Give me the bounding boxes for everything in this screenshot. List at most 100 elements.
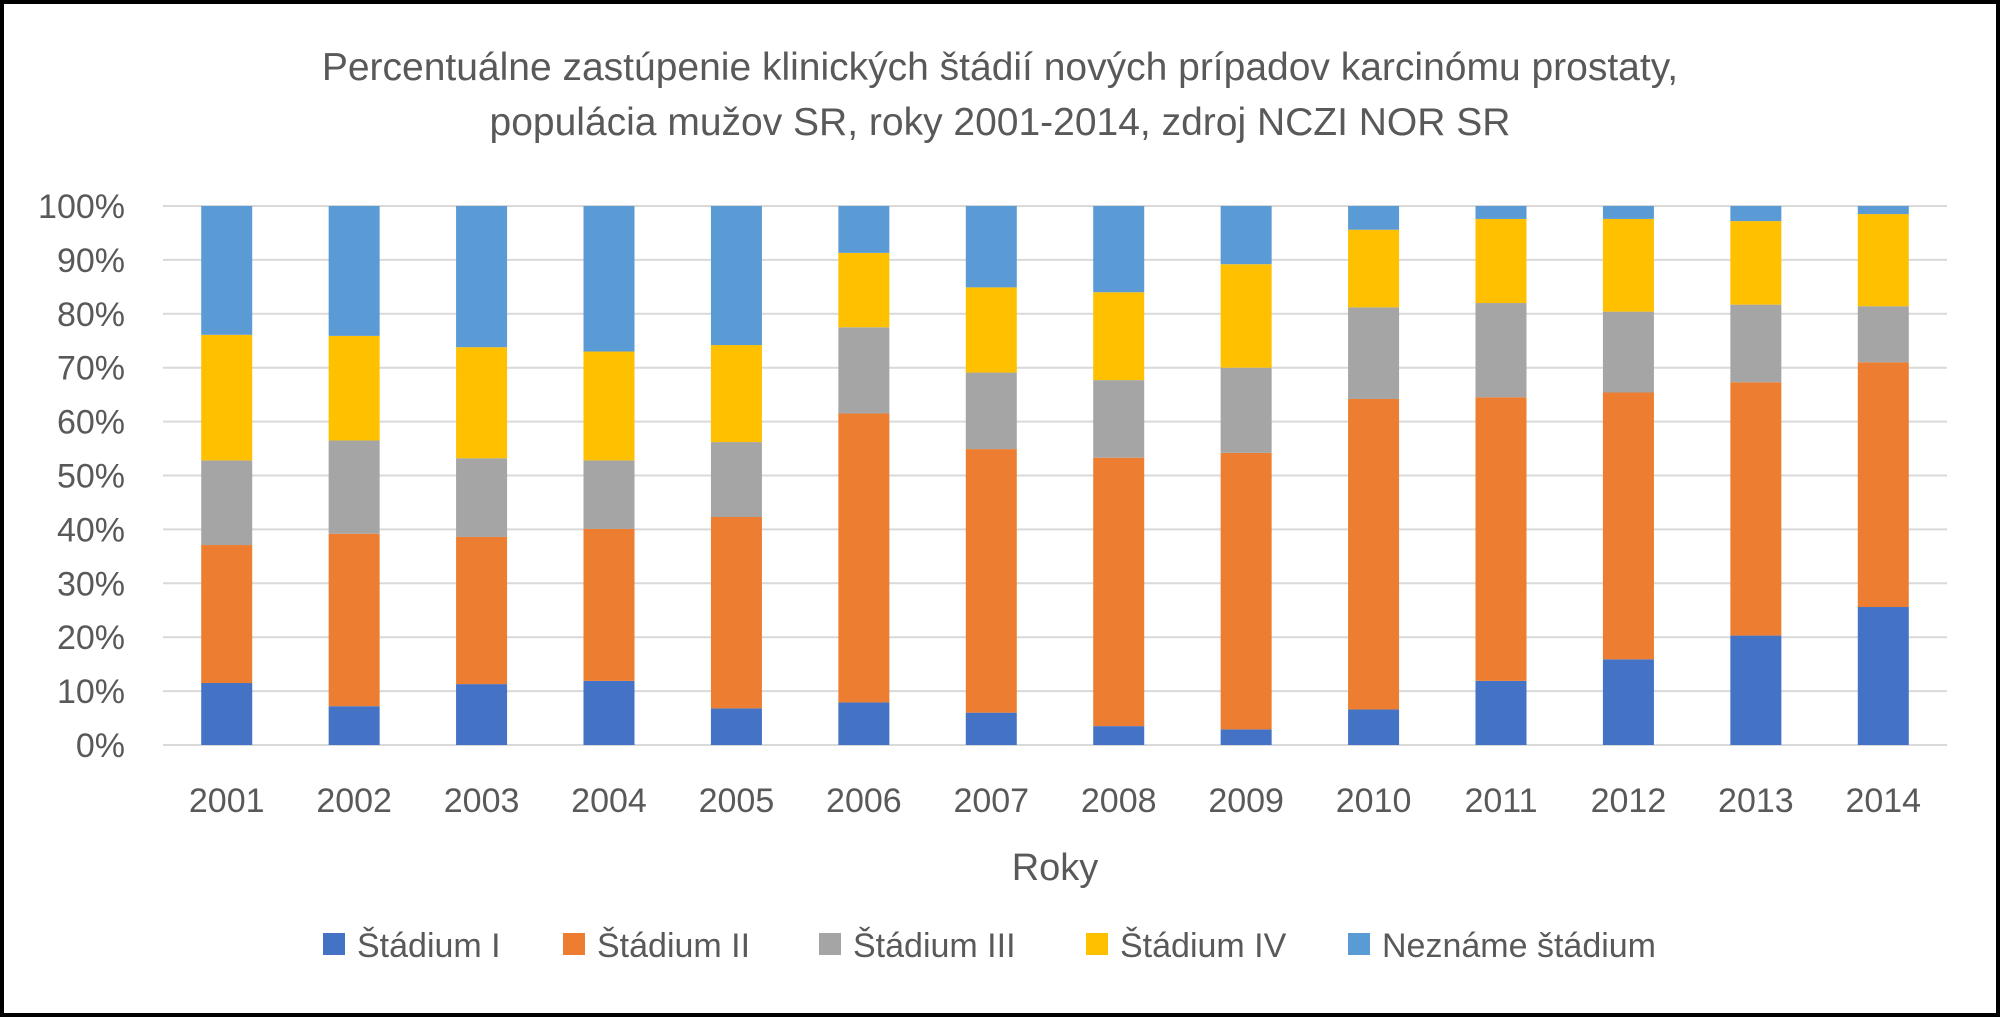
x-tick-label: 2006 bbox=[826, 782, 902, 820]
bar-segment-2005-series-2 bbox=[710, 517, 762, 709]
bar-segment-2006-series-4 bbox=[838, 252, 890, 328]
legend-swatch bbox=[819, 933, 841, 955]
bar-segment-2008-series-1 bbox=[1093, 726, 1145, 745]
x-tick-label: 2001 bbox=[189, 782, 265, 820]
y-axis-tick-labels: 0% 10% 20% 30% 40% 50% 60% 70% 80% 90% 100% bbox=[38, 188, 125, 765]
x-tick-label: 2003 bbox=[444, 782, 520, 820]
bar-segment-2002-series-4 bbox=[328, 335, 380, 441]
bar-segment-2012-series-5 bbox=[1602, 206, 1654, 219]
y-tick-label: 40% bbox=[57, 511, 125, 549]
bar-segment-2014-series-4 bbox=[1857, 214, 1909, 307]
legend-label: Neznáme štádium bbox=[1382, 927, 1656, 965]
bar-segment-2004-series-3 bbox=[583, 460, 635, 529]
bar-segment-2006-series-1 bbox=[838, 702, 890, 745]
bar-segment-2013-series-4 bbox=[1730, 221, 1782, 305]
legend-swatch bbox=[1348, 933, 1370, 955]
bar-segment-2014-series-2 bbox=[1857, 362, 1909, 608]
bar-segment-2006-series-5 bbox=[838, 206, 890, 253]
bar-segment-2001-series-5 bbox=[201, 206, 253, 335]
bar-segment-2009-series-4 bbox=[1220, 264, 1272, 368]
bar-segment-2009-series-5 bbox=[1220, 206, 1272, 265]
bar-segment-2014-series-5 bbox=[1857, 206, 1909, 215]
bar-segment-2010-series-1 bbox=[1348, 709, 1400, 745]
y-tick-label: 100% bbox=[38, 188, 125, 226]
bar-segment-2004-series-5 bbox=[583, 206, 635, 352]
bar-segment-2008-series-5 bbox=[1093, 206, 1145, 293]
bar-segment-2007-series-3 bbox=[965, 372, 1017, 450]
legend-label: Štádium III bbox=[853, 927, 1016, 965]
x-tick-label: 2014 bbox=[1845, 782, 1921, 820]
bar-segment-2010-series-5 bbox=[1348, 206, 1400, 230]
x-tick-label: 2012 bbox=[1591, 782, 1667, 820]
y-tick-label: 90% bbox=[57, 242, 125, 280]
bar-segment-2003-series-2 bbox=[456, 536, 508, 685]
bar-segment-2012-series-3 bbox=[1602, 311, 1654, 393]
bar-segment-2007-series-4 bbox=[965, 287, 1017, 373]
bar-segment-2010-series-2 bbox=[1348, 398, 1400, 710]
bar-segment-2001-series-4 bbox=[201, 334, 253, 461]
bar-segment-2014-series-1 bbox=[1857, 607, 1909, 745]
bar-segment-2009-series-3 bbox=[1220, 367, 1272, 453]
y-tick-label: 60% bbox=[57, 404, 125, 442]
chart-title-line-2: populácia mužov SR, roky 2001-2014, zdro… bbox=[490, 101, 1511, 144]
legend-label: Štádium IV bbox=[1120, 927, 1287, 965]
x-tick-label: 2007 bbox=[953, 782, 1029, 820]
bar-segment-2001-series-3 bbox=[201, 460, 253, 546]
x-tick-label: 2002 bbox=[316, 782, 392, 820]
bar-segment-2009-series-1 bbox=[1220, 729, 1272, 745]
bar-segment-2002-series-5 bbox=[328, 206, 380, 336]
bar-segment-2004-series-1 bbox=[583, 680, 635, 745]
bar-segment-2012-series-1 bbox=[1602, 659, 1654, 745]
x-tick-label: 2004 bbox=[571, 782, 647, 820]
bar-segment-2005-series-1 bbox=[710, 708, 762, 745]
bar-segment-2014-series-3 bbox=[1857, 306, 1909, 363]
y-tick-label: 50% bbox=[57, 458, 125, 496]
bar-segment-2005-series-4 bbox=[710, 345, 762, 443]
x-tick-label: 2010 bbox=[1336, 782, 1412, 820]
bar-segment-2008-series-2 bbox=[1093, 457, 1145, 727]
y-tick-label: 70% bbox=[57, 350, 125, 388]
bar-segment-2010-series-3 bbox=[1348, 307, 1400, 399]
bar-segment-2001-series-2 bbox=[201, 545, 253, 684]
x-axis-title: Roky bbox=[1012, 847, 1099, 889]
x-tick-label: 2009 bbox=[1208, 782, 1284, 820]
legend-label: Štádium II bbox=[597, 927, 750, 965]
legend-label: Štádium I bbox=[357, 927, 501, 965]
bar-segment-2003-series-4 bbox=[456, 347, 508, 459]
x-tick-label: 2005 bbox=[699, 782, 775, 820]
legend: Štádium I Štádium II Štádium III Štádium IV… bbox=[323, 927, 1656, 965]
chart-title: Percentuálne zastúpenie klinických štádi… bbox=[322, 46, 1678, 144]
x-tick-label: 2008 bbox=[1081, 782, 1157, 820]
bar-segment-2012-series-2 bbox=[1602, 392, 1654, 660]
bar-segment-2012-series-4 bbox=[1602, 218, 1654, 312]
bar-segment-2011-series-4 bbox=[1475, 218, 1527, 304]
bar-segment-2003-series-1 bbox=[456, 684, 508, 745]
bar-segment-2013-series-5 bbox=[1730, 206, 1782, 222]
x-tick-label: 2011 bbox=[1464, 782, 1537, 820]
chart-title-line-1: Percentuálne zastúpenie klinických štádi… bbox=[322, 46, 1678, 89]
bar-segment-2011-series-5 bbox=[1475, 206, 1527, 219]
bar-segment-2006-series-2 bbox=[838, 413, 890, 703]
bar-segment-2011-series-2 bbox=[1475, 397, 1527, 681]
bar-segment-2009-series-2 bbox=[1220, 452, 1272, 730]
legend-swatch bbox=[563, 933, 585, 955]
bar-segment-2002-series-2 bbox=[328, 533, 380, 707]
bar-segment-2005-series-3 bbox=[710, 442, 762, 518]
legend-swatch bbox=[1086, 933, 1108, 955]
bar-segment-2013-series-3 bbox=[1730, 304, 1782, 383]
bar-segment-2004-series-2 bbox=[583, 528, 635, 681]
bar-segment-2011-series-3 bbox=[1475, 303, 1527, 398]
bar-segment-2006-series-3 bbox=[838, 327, 890, 414]
x-axis-tick-labels: 2001 2002 2003 2004 2005 2006 2007 2008 2009 2010… bbox=[189, 782, 1921, 820]
bar-segment-2007-series-2 bbox=[965, 449, 1017, 713]
bar-segment-2007-series-1 bbox=[965, 712, 1017, 745]
bar-segment-2005-series-5 bbox=[710, 206, 762, 346]
bar-segment-2003-series-5 bbox=[456, 206, 508, 348]
bar-segment-2011-series-1 bbox=[1475, 680, 1527, 745]
bar-segment-2013-series-1 bbox=[1730, 635, 1782, 745]
y-tick-label: 10% bbox=[57, 673, 125, 711]
y-tick-label: 30% bbox=[57, 565, 125, 603]
bar-segment-2007-series-5 bbox=[965, 206, 1017, 288]
bar-segment-2008-series-4 bbox=[1093, 292, 1145, 381]
